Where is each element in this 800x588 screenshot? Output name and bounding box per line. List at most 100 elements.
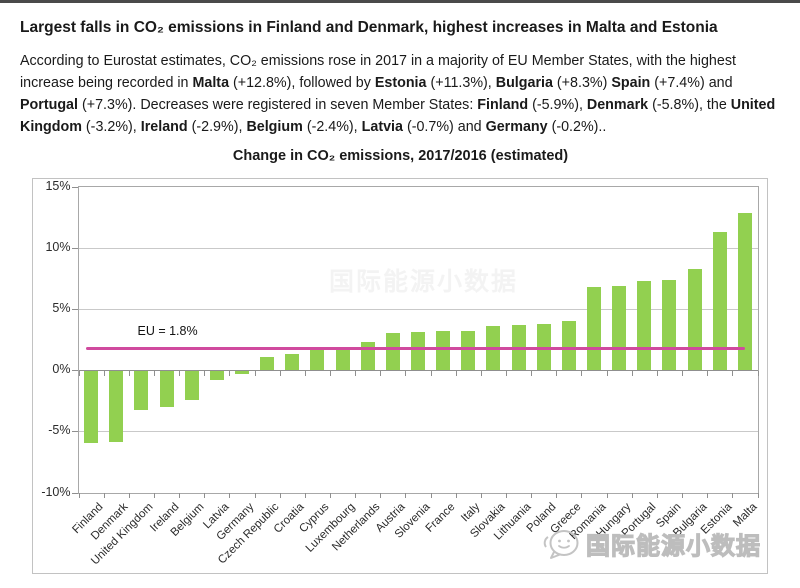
zero-axis-tick xyxy=(304,371,306,377)
bottom-axis-tick xyxy=(631,492,633,498)
paragraph-text: (+8.3%) xyxy=(552,75,612,92)
bottom-axis-tick xyxy=(430,492,432,498)
bar-finland xyxy=(84,371,99,444)
y-axis-label: 10% xyxy=(45,239,71,254)
bottom-axis-tick xyxy=(506,492,508,498)
zero-axis-tick xyxy=(78,371,80,377)
y-axis-tick xyxy=(71,247,78,249)
paragraph-text: (-5.9%), xyxy=(528,96,587,113)
bar-estonia xyxy=(712,231,727,371)
watermark: 国际能源小数据 xyxy=(542,526,761,561)
bottom-axis-tick xyxy=(732,492,734,498)
zero-axis-tick xyxy=(103,371,105,377)
zero-axis-line xyxy=(78,370,758,372)
paragraph-text: (-2.4%), xyxy=(302,118,362,135)
bottom-axis-tick xyxy=(682,492,684,498)
zero-axis-tick xyxy=(279,371,281,377)
bottom-axis-tick xyxy=(128,492,130,498)
bar-greece xyxy=(561,321,576,371)
bottom-axis-tick xyxy=(707,492,709,498)
zero-axis-tick xyxy=(128,371,130,377)
bar-denmark xyxy=(109,371,124,443)
country-name: Ireland xyxy=(140,118,188,135)
eu-reference-line xyxy=(85,346,745,350)
bar-hungary xyxy=(612,285,627,371)
bottom-axis-tick xyxy=(229,492,231,498)
bottom-axis-tick xyxy=(606,492,608,498)
chart-title: Change in CO₂ emissions, 2017/2016 (esti… xyxy=(232,148,569,164)
zero-axis-tick xyxy=(380,371,382,377)
zero-axis-tick xyxy=(631,371,633,377)
paragraph-text: (+7.3%). Decreases were registered in se… xyxy=(77,96,478,113)
bar-france xyxy=(436,330,451,371)
country-name: Estonia xyxy=(374,75,427,92)
bar-ireland xyxy=(159,371,174,407)
bottom-axis-tick xyxy=(179,492,181,498)
chart-plot-area: 15% 10% 5% 0% -5% -10% EU = 1.8% Finland Denmark… xyxy=(41,179,759,567)
country-name: Bulgaria xyxy=(495,75,553,92)
article-title: Largest falls in CO₂ emissions in Finlan… xyxy=(20,19,718,37)
zero-axis-tick xyxy=(329,371,331,377)
zero-axis-tick xyxy=(229,371,231,377)
bottom-axis-tick xyxy=(355,492,357,498)
bar-spain xyxy=(662,279,677,371)
y-axis-label: -10% xyxy=(41,484,71,499)
bar-croatia xyxy=(285,354,300,371)
zero-axis-tick xyxy=(682,371,684,377)
zero-axis-tick xyxy=(153,371,155,377)
y-axis-tick xyxy=(71,186,78,188)
bar-czech-republic xyxy=(260,356,275,371)
country-name: Finland xyxy=(477,96,529,113)
zero-axis-tick xyxy=(480,371,482,377)
y-axis-tick xyxy=(71,370,78,372)
gridline--5 xyxy=(78,431,758,433)
paragraph-text: (+7.4%) and xyxy=(650,75,733,92)
bar-latvia xyxy=(209,371,224,380)
bottom-axis-tick xyxy=(380,492,382,498)
bottom-axis-tick xyxy=(455,492,457,498)
paragraph-text: (-2.9%), xyxy=(187,118,247,135)
bar-luxembourg xyxy=(335,348,350,371)
zero-axis-tick xyxy=(757,371,759,377)
bottom-axis-tick xyxy=(531,492,533,498)
bar-italy xyxy=(461,330,476,371)
bar-malta xyxy=(737,213,752,371)
zero-axis-tick xyxy=(732,371,734,377)
zero-axis-tick xyxy=(355,371,357,377)
watermark-faint: 国际能源小数据 xyxy=(329,268,519,296)
watermark-text: 国际能源小数据 xyxy=(585,532,761,560)
bottom-axis-tick xyxy=(656,492,658,498)
zero-axis-tick xyxy=(531,371,533,377)
bottom-axis-tick xyxy=(153,492,155,498)
bar-austria xyxy=(385,333,400,371)
paragraph-text: (+11.3%), xyxy=(426,75,496,92)
zero-axis-tick xyxy=(405,371,407,377)
chart-frame: 15% 10% 5% 0% -5% -10% EU = 1.8% Finland Denmark… xyxy=(32,178,768,574)
paragraph-text: (+12.8%), followed by xyxy=(229,75,375,92)
y-axis-tick xyxy=(71,492,78,494)
country-name: Malta xyxy=(192,75,230,92)
bottom-axis-tick xyxy=(757,492,759,498)
bottom-axis-tick xyxy=(279,492,281,498)
zero-axis-tick xyxy=(707,371,709,377)
zero-axis-tick xyxy=(455,371,457,377)
zero-axis-tick xyxy=(606,371,608,377)
paragraph-text: (-0.7%) and xyxy=(402,118,486,135)
paragraph-text: (-3.2%), xyxy=(81,118,141,135)
paragraph-text: (-0.2%).. xyxy=(547,118,607,135)
bottom-axis-tick xyxy=(556,492,558,498)
y-axis-label: -5% xyxy=(48,423,71,438)
zero-axis-tick xyxy=(506,371,508,377)
bottom-axis-tick xyxy=(304,492,306,498)
bar-bulgaria xyxy=(687,268,702,371)
zero-axis-tick xyxy=(656,371,658,377)
bar-slovenia xyxy=(411,332,425,371)
bar-romania xyxy=(587,286,602,371)
bar-belgium xyxy=(184,371,199,401)
bottom-axis-tick xyxy=(204,492,206,498)
paragraph-text: (-5.8%), the xyxy=(648,96,731,113)
y-axis-tick xyxy=(71,308,78,310)
gridline-5 xyxy=(78,308,758,310)
country-name: Spain xyxy=(611,75,651,92)
